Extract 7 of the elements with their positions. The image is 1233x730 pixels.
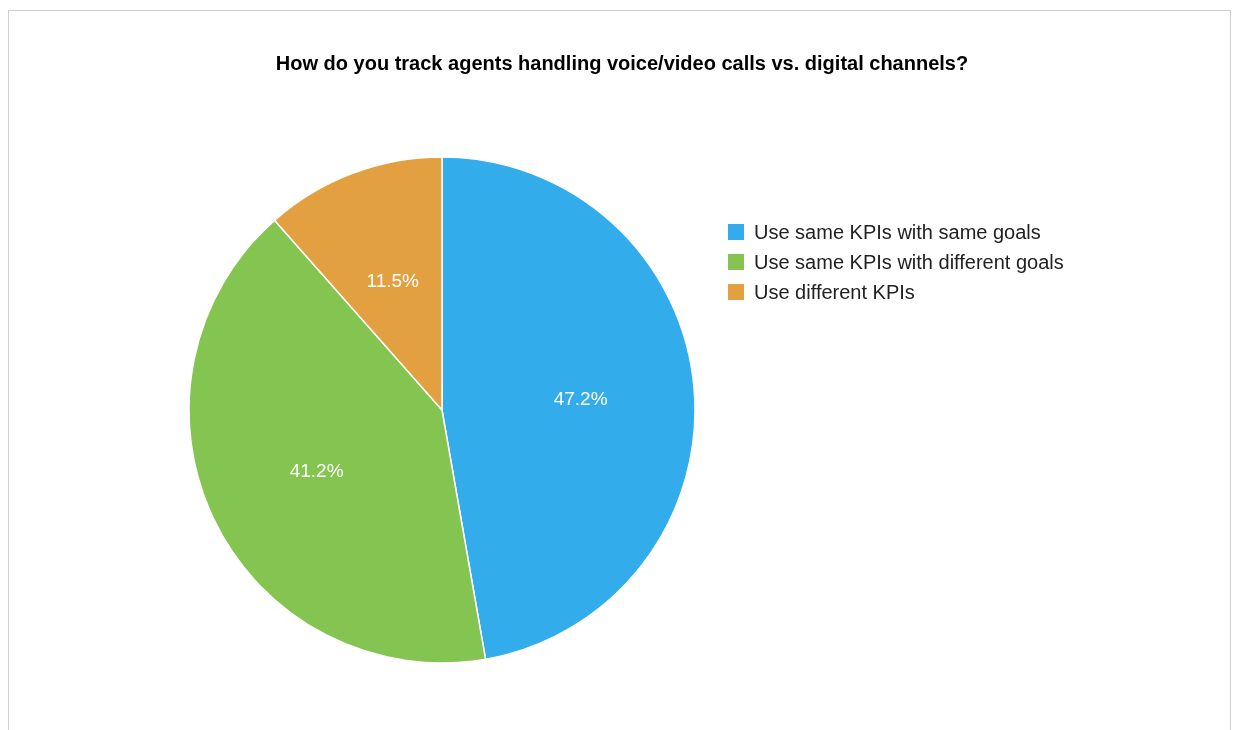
data-label: 47.2% bbox=[553, 387, 608, 409]
legend-label: Use same KPIs with different goals bbox=[754, 251, 1064, 273]
chart-title: How do you track agents handling voice/video calls vs. digital channels? bbox=[275, 52, 969, 74]
data-label: 41.2% bbox=[289, 459, 344, 481]
data-label: 11.5% bbox=[366, 269, 420, 291]
legend-label: Use same KPIs with same goals bbox=[754, 221, 1041, 243]
legend-label: Use different KPIs bbox=[754, 281, 915, 303]
